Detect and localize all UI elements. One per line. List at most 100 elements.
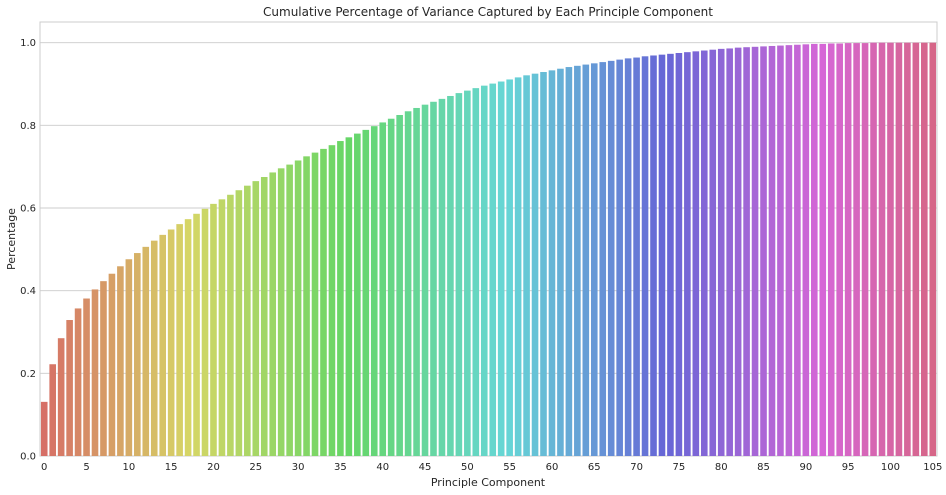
bar (895, 42, 903, 457)
bar (167, 229, 175, 456)
bar (768, 45, 776, 457)
bar (641, 56, 649, 456)
bar (667, 53, 674, 457)
bar (743, 47, 750, 457)
bar (574, 65, 581, 457)
bar (201, 208, 209, 456)
y-tick-labels: 0.0 0.2 0.4 0.6 0.8 1.0 (20, 38, 36, 462)
bar (396, 115, 403, 456)
x-axis-label: Principle Component (431, 476, 546, 489)
bar (404, 111, 412, 456)
bar (878, 42, 886, 457)
bar (66, 320, 73, 456)
bar (74, 308, 82, 456)
bar (861, 43, 869, 457)
bar (108, 273, 116, 456)
bar (438, 98, 446, 456)
bar (887, 42, 894, 457)
bar (176, 224, 183, 456)
bar (235, 190, 243, 456)
bar (328, 145, 336, 456)
bar (150, 240, 158, 456)
y-tick-label: 0.0 (20, 452, 36, 463)
x-tick-label: 95 (842, 462, 855, 473)
bar (345, 137, 353, 456)
bar (904, 42, 911, 457)
bar (91, 289, 99, 456)
bar (497, 81, 505, 457)
x-tick-label: 40 (376, 462, 389, 473)
bar (193, 213, 200, 456)
bar (810, 43, 818, 456)
x-tick-label: 100 (881, 462, 900, 473)
bar (751, 46, 759, 457)
bar (531, 73, 539, 457)
bar (717, 48, 725, 456)
bar (709, 49, 717, 457)
bar (853, 43, 860, 457)
bar (244, 185, 251, 456)
bar (760, 46, 767, 457)
bar (836, 43, 843, 456)
bar (40, 401, 48, 456)
bar (472, 88, 480, 456)
x-tick-label: 80 (715, 462, 728, 473)
x-tick-label: 15 (165, 462, 178, 473)
x-tick-label: 90 (799, 462, 812, 473)
bar (218, 199, 226, 456)
bar (616, 59, 623, 456)
bar (633, 57, 640, 457)
bar (260, 177, 268, 456)
x-tick-label: 45 (419, 462, 432, 473)
x-tick-label: 20 (207, 462, 220, 473)
x-tick-label: 105 (923, 462, 942, 473)
bar (734, 47, 742, 456)
chart-title: Cumulative Percentage of Variance Captur… (263, 5, 713, 19)
bar (320, 148, 327, 457)
bar (819, 43, 827, 456)
bar (362, 129, 370, 456)
bar (921, 42, 928, 457)
bar (590, 63, 598, 456)
bar (785, 45, 793, 456)
y-tick-label: 0.4 (20, 286, 36, 297)
bar (548, 70, 556, 457)
x-tick-label: 50 (461, 462, 474, 473)
bar (210, 203, 217, 456)
bar (303, 156, 310, 457)
x-tick-label: 65 (588, 462, 601, 473)
bar (447, 95, 454, 456)
y-tick-label: 0.2 (20, 369, 36, 380)
bars (40, 42, 937, 457)
x-tick-label: 75 (673, 462, 686, 473)
y-tick-label: 0.8 (20, 121, 36, 132)
bar (565, 67, 573, 456)
bar (311, 152, 319, 456)
bar (387, 118, 395, 456)
x-tick-label: 70 (630, 462, 643, 473)
y-axis-label: Percentage (5, 208, 18, 270)
bar (582, 64, 590, 456)
x-tick-label: 85 (757, 462, 770, 473)
bar (421, 104, 429, 457)
bar (870, 42, 877, 457)
x-tick-label: 10 (122, 462, 135, 473)
x-tick-label: 5 (83, 462, 89, 473)
bar (379, 122, 387, 456)
bar (294, 160, 302, 456)
bar (777, 45, 784, 457)
bar (117, 266, 124, 456)
bar (354, 133, 361, 456)
bar (726, 48, 733, 456)
x-tick-label: 55 (503, 462, 516, 473)
bar (607, 60, 615, 456)
x-tick-labels: 0 5 10 15 20 25 30 35 40 45 50 55 60 65 70 75 80 85 90 95 10… (41, 462, 942, 473)
y-tick-label: 1.0 (20, 38, 36, 49)
bar (912, 42, 920, 457)
bar (464, 90, 471, 456)
bar (125, 259, 133, 456)
bar (370, 126, 378, 456)
bar (83, 298, 90, 456)
x-tick-label: 60 (546, 462, 559, 473)
bar (252, 181, 260, 456)
